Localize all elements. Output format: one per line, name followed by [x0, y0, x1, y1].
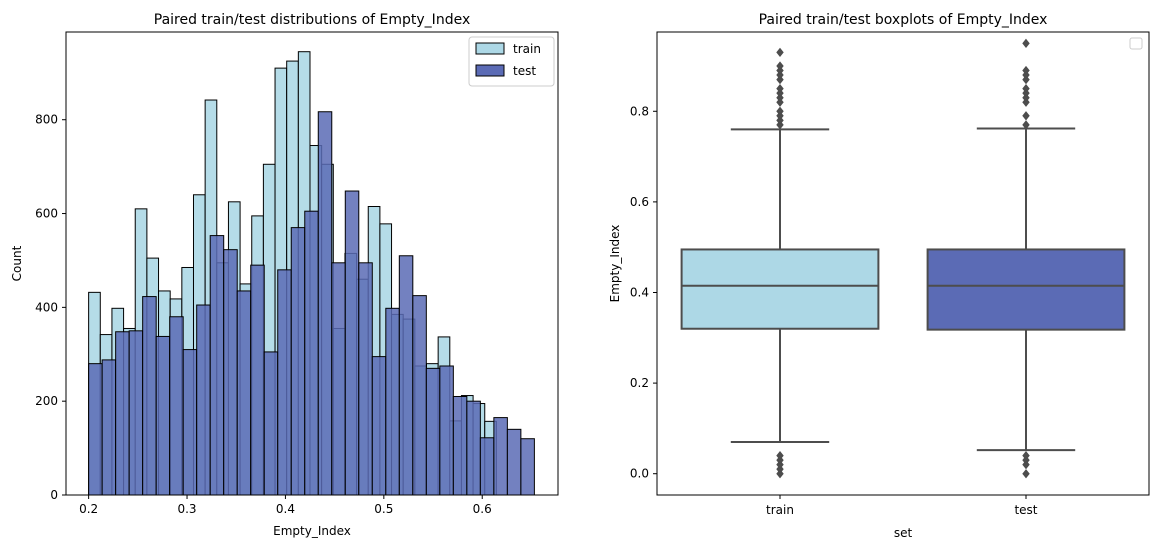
legend-label-train: train [513, 42, 541, 56]
y-tick-label: 0.2 [630, 376, 649, 390]
bar-test [358, 262, 373, 496]
x-tick-label: 0.2 [79, 502, 98, 516]
bar-test [263, 351, 279, 496]
bar-test [304, 210, 319, 496]
boxplot-panel: train test 0.0 0.2 0.4 0.6 0.8 Paired train/tes… [608, 12, 1150, 540]
bar-test [182, 349, 198, 496]
outlier-point [1022, 38, 1030, 48]
y-tick-label: 0.0 [630, 467, 649, 481]
outlier-point [776, 61, 784, 71]
legend-label-test: test [513, 64, 536, 78]
bar-test [344, 190, 360, 496]
outlier-point [776, 47, 784, 58]
bar-test [236, 290, 252, 496]
bar-test [169, 316, 184, 496]
outlier-point [1022, 120, 1030, 130]
bar-test [493, 417, 508, 496]
x-tick-label: 0.6 [473, 502, 492, 516]
bar-test [115, 331, 130, 496]
bar-test [331, 262, 346, 496]
outlier-point [1022, 83, 1030, 94]
outlier-point [1022, 450, 1030, 461]
bar-test [209, 235, 225, 496]
legend-swatch-train [475, 42, 505, 55]
box-train [680, 47, 880, 479]
bar-test [425, 367, 441, 496]
x-axis-label: Empty_Index [273, 524, 351, 538]
y-tick-label: 0 [50, 488, 58, 502]
x-tick-label: 0.3 [177, 502, 196, 516]
bar-test [250, 264, 265, 496]
y-tick-label: 0.4 [630, 285, 649, 299]
plot-frame [65, 31, 559, 496]
bar-test [128, 330, 144, 496]
bar-test [506, 428, 522, 496]
bar-test [452, 395, 468, 496]
outlier-point [1022, 111, 1030, 121]
outlier-point [1022, 65, 1030, 76]
box-body [680, 248, 880, 330]
y-tick-label: 400 [35, 300, 58, 314]
series-test [88, 111, 535, 496]
x-tick-label: test [1014, 503, 1037, 517]
box-test [926, 38, 1126, 479]
chart-title: Paired train/test boxplots of Empty_Inde… [759, 12, 1048, 28]
bar-test [398, 255, 414, 496]
legend: train test [468, 36, 555, 87]
bar-test [371, 356, 387, 496]
bar-test [466, 400, 481, 496]
legend-swatch-test [475, 64, 505, 77]
outlier-point [776, 106, 784, 116]
y-axis-label: Empty_Index [608, 225, 622, 303]
bar-test [142, 296, 157, 496]
outlier-point [776, 450, 784, 461]
plot-frame [656, 31, 1150, 496]
bar-test [155, 335, 171, 496]
bar-test [223, 249, 238, 496]
y-axis-label: Count [10, 245, 24, 281]
bar-test [439, 365, 454, 496]
x-tick-label: 0.4 [276, 502, 295, 516]
bar-test [290, 227, 306, 496]
y-tick-label: 200 [35, 394, 58, 408]
x-axis-label: set [894, 526, 913, 540]
bar-test [88, 363, 103, 496]
x-tick-label: train [766, 503, 794, 517]
bar-test [412, 295, 427, 496]
bar-test [385, 307, 400, 496]
legend-box [1129, 37, 1143, 50]
bar-test [520, 438, 535, 496]
chart-title: Paired train/test distributions of Empty… [154, 12, 470, 28]
box-body [926, 248, 1126, 331]
y-tick-label: 0.6 [630, 195, 649, 209]
y-tick-label: 0.8 [630, 104, 649, 118]
bar-test [196, 304, 211, 496]
outlier-point [776, 83, 784, 94]
bar-test [101, 359, 117, 496]
bar-test [317, 111, 333, 496]
bar-test [479, 437, 495, 496]
histogram-panel: 0.2 0.3 0.4 0.5 0.6 0 200 400 600 800 Paired train… [10, 12, 559, 538]
y-tick-label: 600 [35, 207, 58, 221]
outlier-point [1022, 469, 1030, 479]
bar-test [277, 269, 292, 496]
y-tick-label: 800 [35, 113, 58, 127]
x-tick-label: 0.5 [374, 502, 393, 516]
